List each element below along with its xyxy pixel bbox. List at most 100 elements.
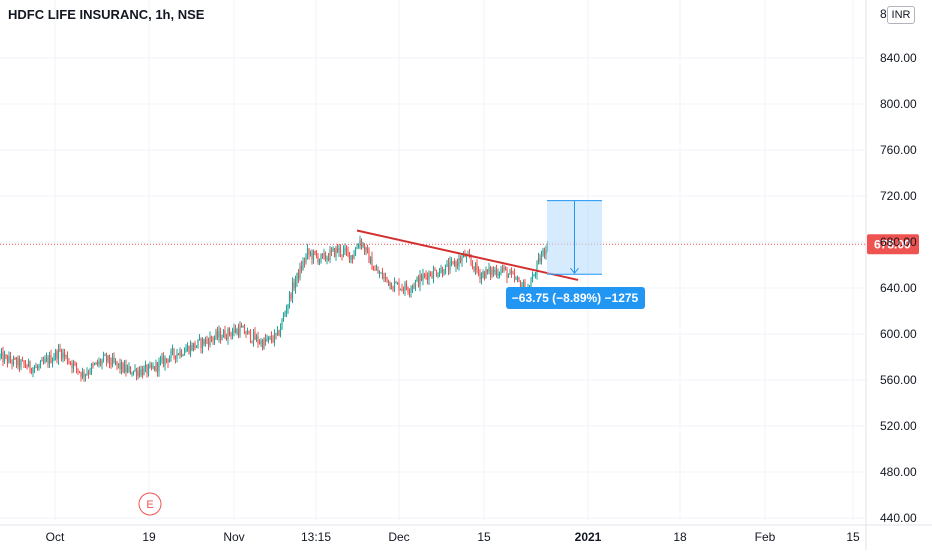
candle-body (174, 355, 177, 359)
candle-body (21, 360, 24, 362)
candle-body (191, 345, 193, 350)
candle-body (407, 288, 409, 293)
candle-body (312, 251, 315, 260)
candle-body (72, 362, 75, 368)
candle-body (188, 346, 190, 354)
candle-body (309, 253, 312, 255)
candle-body (503, 267, 505, 270)
candle-body (408, 292, 411, 294)
candle-body (273, 333, 276, 342)
candle-body (141, 369, 144, 376)
candle-body (450, 261, 453, 263)
candle-body (324, 253, 327, 260)
drawings[interactable]: −63.75 (−8.89%) −1275 E (138, 200, 645, 516)
candle-body (149, 365, 151, 367)
candle-body (207, 340, 210, 346)
candle-body (56, 351, 58, 360)
currency-badge[interactable]: INR (887, 6, 915, 24)
candle-body (65, 355, 67, 357)
candle-body (245, 333, 247, 335)
candle-body (300, 266, 303, 270)
candle-body (170, 350, 172, 358)
candle-body (399, 288, 402, 291)
candle-body (248, 330, 250, 332)
candle-body (381, 272, 384, 279)
candle-body (366, 247, 369, 251)
candle-body (243, 326, 246, 334)
candle-body (177, 353, 180, 355)
candle-body (6, 355, 9, 363)
candle-body (393, 282, 396, 290)
candle-body (494, 270, 496, 273)
candle-body (441, 268, 444, 275)
candle-body (173, 349, 175, 356)
candle-body (533, 275, 535, 277)
candle-body (519, 281, 522, 290)
candle-body (345, 248, 348, 251)
candle-body (485, 269, 487, 279)
trendline[interactable] (356, 229, 579, 281)
candle-body (447, 263, 450, 271)
candle-body (36, 366, 39, 368)
candle-body (74, 362, 76, 364)
candle-body (326, 258, 328, 260)
candle-body (479, 272, 481, 280)
candle-body (89, 372, 91, 374)
candle-body (384, 276, 387, 278)
candle-body (369, 256, 372, 263)
candle-body (378, 273, 381, 275)
candle-body (476, 263, 478, 271)
candle-body (86, 372, 88, 375)
candle-body (495, 270, 498, 276)
candle-body (90, 364, 93, 373)
price-tick-label: 640.00 (880, 281, 917, 295)
grid (0, 0, 866, 520)
candle-body (249, 331, 252, 342)
last-price-label: 678.00 (874, 237, 911, 251)
candle-body (293, 282, 295, 289)
candle-body (152, 366, 154, 368)
candle-body (11, 361, 13, 365)
candle-body (186, 346, 189, 350)
candle-body (117, 363, 120, 365)
time-tick-label: 15 (846, 530, 860, 544)
candle-body (539, 258, 541, 262)
candle-body (210, 336, 213, 339)
candle-body (377, 269, 379, 274)
candle-body (50, 355, 52, 363)
price-tick-label: 720.00 (880, 189, 917, 203)
candle-body (510, 270, 513, 274)
candle-body (167, 359, 169, 363)
candle-body (95, 362, 97, 365)
candle-body (215, 331, 217, 338)
candle-body (237, 329, 240, 336)
candle-body (426, 275, 429, 280)
candle-body (416, 277, 418, 281)
candle-body (165, 358, 168, 360)
candle-body (489, 267, 492, 276)
candle-body (234, 328, 237, 333)
candle-body (288, 293, 291, 305)
price-tick-label: 840.00 (880, 51, 917, 65)
candle-body (198, 338, 201, 340)
candle-body (3, 354, 6, 362)
price-tick-label-top: 8 (880, 7, 887, 21)
candle-body (344, 248, 346, 250)
candle-body (257, 336, 259, 343)
candle-body (12, 357, 15, 365)
candle-body (431, 275, 433, 279)
candle-body (105, 354, 108, 362)
price-tick-label: 760.00 (880, 143, 917, 157)
candle-body (0, 355, 1, 357)
price-tick-label: 800.00 (880, 97, 917, 111)
candle-body (209, 336, 211, 346)
candle-body (488, 267, 490, 272)
candle-body (110, 363, 112, 365)
earnings-marker-icon[interactable] (138, 492, 162, 516)
candle-body (99, 361, 102, 365)
candle-body (168, 357, 171, 363)
candle-body (317, 256, 319, 263)
